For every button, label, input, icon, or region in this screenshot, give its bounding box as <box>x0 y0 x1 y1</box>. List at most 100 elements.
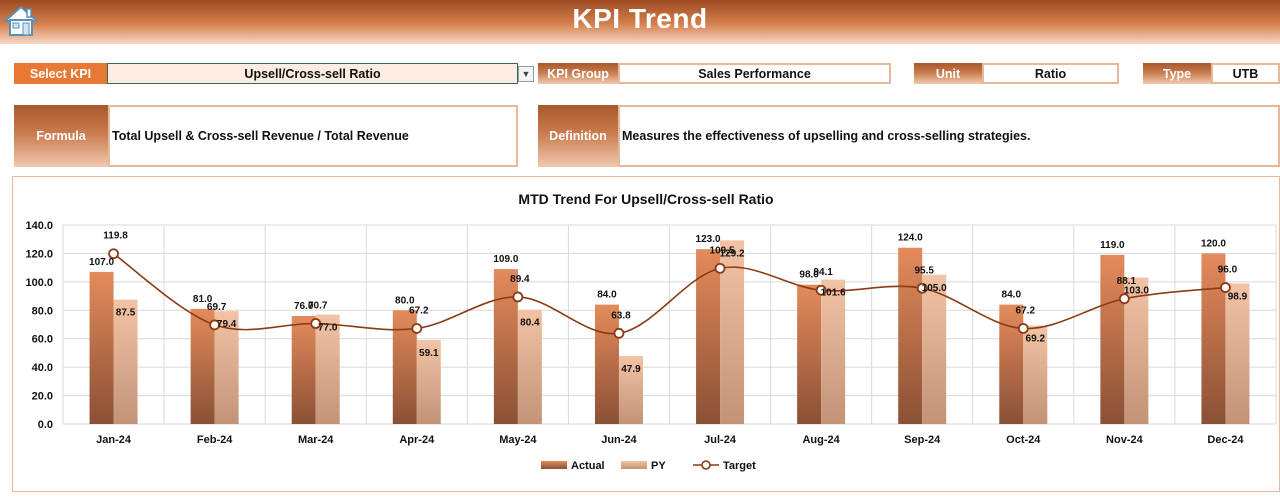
x-tick-label: Mar-24 <box>298 434 334 446</box>
formula-label: Formula <box>14 105 108 167</box>
target-data-label: 69.7 <box>207 302 227 313</box>
actual-bar <box>696 249 721 424</box>
target-marker <box>1220 282 1231 293</box>
actual-bar <box>594 304 619 424</box>
legend-label: Actual <box>571 460 605 472</box>
definition-label: Definition <box>538 105 618 167</box>
target-data-label: 89.4 <box>510 274 530 285</box>
y-tick-label: 120.0 <box>25 248 53 260</box>
x-tick-label: Oct-24 <box>1006 434 1041 446</box>
legend-label: PY <box>651 460 666 472</box>
actual-data-label: 109.0 <box>493 254 518 265</box>
py-bar <box>517 309 542 424</box>
actual-data-label: 119.0 <box>1100 240 1125 251</box>
y-tick-label: 60.0 <box>32 334 53 346</box>
x-tick-label: Sep-24 <box>904 434 941 446</box>
x-tick-label: Jul-24 <box>704 434 737 446</box>
kpi-group-value: Sales Performance <box>618 63 891 84</box>
kpi-group-label: KPI Group <box>538 63 618 84</box>
type-value: UTB <box>1211 63 1280 84</box>
target-marker <box>209 319 221 331</box>
unit-value: Ratio <box>982 63 1119 84</box>
actual-data-label: 76.0 <box>294 301 314 312</box>
y-tick-label: 100.0 <box>25 277 53 289</box>
target-marker <box>411 323 423 334</box>
actual-data-label: 98.0 <box>799 270 819 281</box>
actual-data-label: 107.0 <box>89 257 114 268</box>
legend-label: Target <box>723 460 756 472</box>
target-marker <box>613 327 625 339</box>
actual-data-label: 84.0 <box>597 290 617 301</box>
py-data-label: 59.1 <box>419 348 439 359</box>
target-data-label: 96.0 <box>1218 265 1238 276</box>
actual-data-label: 123.0 <box>696 234 721 245</box>
y-tick-label: 80.0 <box>32 305 53 317</box>
actual-bar <box>797 284 822 424</box>
actual-bar <box>291 315 316 424</box>
x-tick-label: Jan-24 <box>96 434 132 446</box>
home-icon[interactable] <box>2 4 40 38</box>
target-marker <box>1118 293 1130 305</box>
target-data-label: 63.8 <box>611 310 631 321</box>
y-tick-label: 20.0 <box>32 391 53 403</box>
legend-swatch <box>621 461 647 469</box>
legend-marker <box>701 460 711 470</box>
legend-swatch <box>541 461 567 469</box>
target-data-label: 94.1 <box>813 267 833 278</box>
actual-bar <box>999 304 1024 424</box>
py-bar <box>821 279 846 424</box>
chart-panel: MTD Trend For Upsell/Cross-sell Ratio 0.… <box>12 176 1280 492</box>
py-data-label: 79.4 <box>217 319 237 330</box>
target-marker <box>815 284 827 296</box>
target-marker <box>512 291 524 303</box>
actual-data-label: 84.0 <box>1002 290 1022 301</box>
header-banner: KPI Trend <box>0 0 1280 44</box>
py-data-label: 87.5 <box>116 308 136 319</box>
target-marker <box>310 318 322 329</box>
type-label: Type <box>1143 63 1211 84</box>
py-data-label: 105.0 <box>922 283 947 294</box>
select-kpi-label: Select KPI <box>14 63 107 84</box>
unit-label: Unit <box>914 63 982 84</box>
py-bar <box>113 299 138 424</box>
actual-bar <box>493 269 518 424</box>
actual-data-label: 80.0 <box>395 295 415 306</box>
page-title: KPI Trend <box>572 3 708 34</box>
y-tick-label: 0.0 <box>38 419 53 431</box>
target-marker <box>1017 323 1029 334</box>
x-tick-label: Nov-24 <box>1106 434 1144 446</box>
trend-chart: 0.0 20.0 40.0 60.0 80.0 100.0 120.0 140.0 107.0 8… <box>25 220 1277 472</box>
y-tick-label: 40.0 <box>32 362 53 374</box>
target-data-label: 95.5 <box>914 265 934 276</box>
x-tick-label: Jun-24 <box>601 434 637 446</box>
py-bar <box>922 274 947 424</box>
py-data-label: 129.2 <box>720 248 745 259</box>
target-marker <box>108 248 119 260</box>
py-data-label: 101.6 <box>821 288 846 299</box>
actual-bar <box>898 247 923 424</box>
py-data-label: 98.9 <box>1228 291 1248 302</box>
chevron-down-icon[interactable]: ▼ <box>518 66 534 82</box>
actual-bar <box>1201 253 1226 424</box>
py-data-label: 69.2 <box>1026 334 1046 345</box>
target-line <box>113 253 1226 335</box>
target-data-label: 119.8 <box>103 231 128 242</box>
actual-bar <box>89 271 114 424</box>
actual-data-label: 120.0 <box>1201 238 1226 249</box>
formula-value: Total Upsell & Cross-sell Revenue / Tota… <box>108 105 518 167</box>
py-data-label: 47.9 <box>621 364 641 375</box>
py-data-label: 103.0 <box>1124 286 1149 297</box>
target-marker <box>916 282 928 294</box>
py-data-label: 80.4 <box>520 318 540 329</box>
x-tick-label: Feb-24 <box>197 434 233 446</box>
select-kpi-dropdown[interactable]: Upsell/Cross-sell Ratio <box>107 63 518 84</box>
target-marker <box>714 262 726 274</box>
x-tick-label: Dec-24 <box>1207 434 1244 446</box>
actual-data-label: 81.0 <box>193 294 213 305</box>
py-bar <box>315 314 340 424</box>
definition-value: Measures the effectiveness of upselling … <box>618 105 1280 167</box>
target-data-label: 109.5 <box>710 245 735 256</box>
py-bar <box>1023 325 1048 424</box>
y-tick-label: 140.0 <box>25 220 53 232</box>
actual-bar <box>1100 254 1125 424</box>
